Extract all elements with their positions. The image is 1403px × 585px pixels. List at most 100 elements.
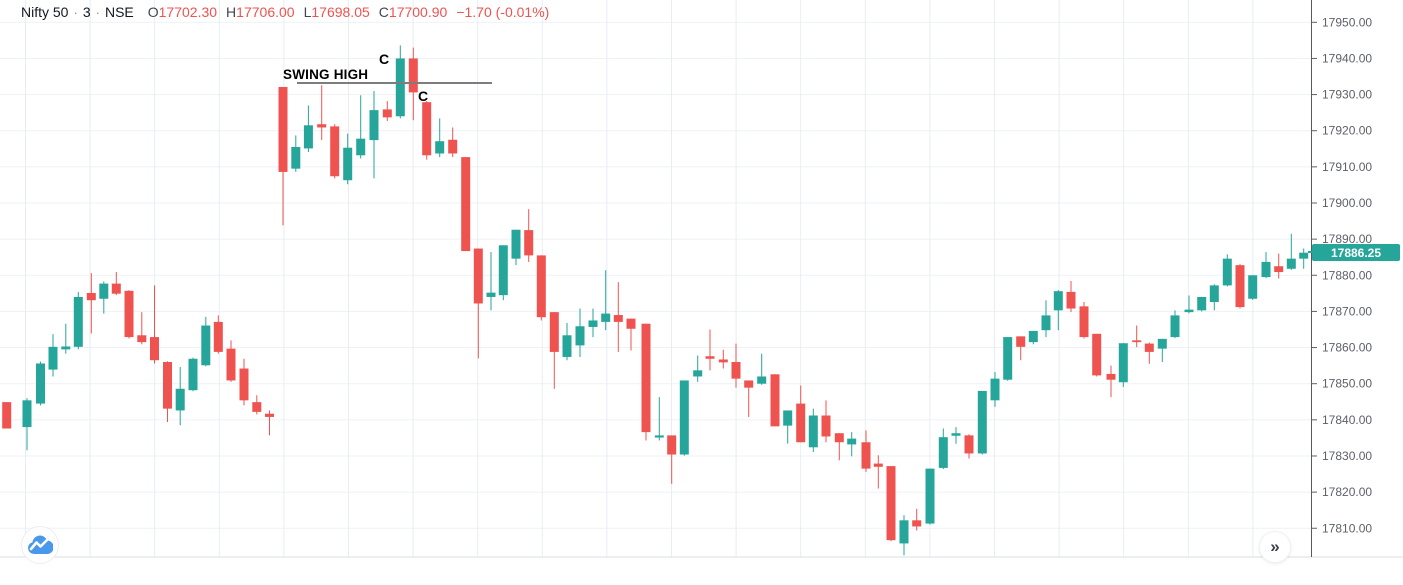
price-axis[interactable]: 17950.00 17940.00 17930.00 17920.00 17910.00… xyxy=(1311,15,1372,535)
double-chevron-right-icon: » xyxy=(1270,536,1280,556)
price-axis-label: 17830.00 xyxy=(1322,449,1372,463)
candle-down xyxy=(213,315,223,354)
candle-body xyxy=(422,102,432,156)
candle-up xyxy=(899,515,909,556)
candle-up xyxy=(977,390,987,455)
candle-down xyxy=(641,323,651,441)
price-axis-label: 17880.00 xyxy=(1322,268,1372,282)
symbol-name[interactable]: Nifty 50 xyxy=(21,4,69,20)
candle-down xyxy=(252,395,262,415)
candle-down xyxy=(461,157,471,252)
candle-body xyxy=(1092,333,1102,376)
candle-down xyxy=(278,86,288,226)
price-axis-label: 17950.00 xyxy=(1322,15,1372,29)
candle-body xyxy=(473,248,483,304)
price-axis-label: 17930.00 xyxy=(1322,88,1372,102)
swing-high-annotation[interactable]: SWING HIGH xyxy=(283,67,369,82)
candle-body xyxy=(757,376,767,384)
candle-up xyxy=(36,361,45,406)
candle-body xyxy=(575,326,585,346)
symbol-interval[interactable]: 3 xyxy=(82,4,91,20)
candle-body xyxy=(588,320,598,327)
candle-down xyxy=(330,124,340,179)
candle-body xyxy=(99,283,109,299)
candle-body xyxy=(705,356,715,359)
candle-up xyxy=(1041,300,1051,338)
candle-body xyxy=(524,230,534,256)
candle-body xyxy=(22,400,32,428)
candle-down xyxy=(317,85,327,141)
candle-body xyxy=(382,109,392,118)
candle-body xyxy=(201,325,211,366)
candle-down xyxy=(2,402,12,429)
candle-up xyxy=(1170,310,1180,339)
c-marker-1[interactable]: C xyxy=(379,51,390,67)
candle-body xyxy=(679,380,689,455)
candle-up xyxy=(1053,290,1063,331)
grid-lines xyxy=(0,0,1311,557)
candle-body xyxy=(1170,315,1180,338)
symbol-legend: Nifty 50 · 3 · NSE O17702.30 H17706.00 L… xyxy=(21,3,549,21)
tradingview-logo-button[interactable] xyxy=(21,526,59,564)
candle-body xyxy=(1286,258,1296,269)
candle-body xyxy=(278,86,288,172)
candle-up xyxy=(486,252,496,311)
candle-body xyxy=(213,321,223,352)
price-axis-label: 17860.00 xyxy=(1322,341,1372,355)
candle-down xyxy=(239,358,249,406)
candle-body xyxy=(291,146,301,169)
candle-body xyxy=(938,437,948,468)
candle-body xyxy=(1157,338,1167,349)
candle-up xyxy=(498,245,508,301)
c-marker-2[interactable]: C xyxy=(418,88,429,104)
candle-body xyxy=(252,402,262,412)
candle-down xyxy=(770,374,780,427)
candle-body xyxy=(977,390,987,454)
candle-body xyxy=(1184,309,1194,313)
candle-body xyxy=(693,370,703,377)
candle-body xyxy=(461,157,471,252)
candle-body xyxy=(150,337,159,361)
candle-up xyxy=(808,408,818,453)
candle-body xyxy=(498,245,508,296)
candle-down xyxy=(111,272,121,296)
candle-body xyxy=(925,468,935,524)
candle-body xyxy=(343,147,353,181)
price-axis-label: 17910.00 xyxy=(1322,160,1372,174)
candle-body xyxy=(731,362,741,379)
candle-up xyxy=(654,397,664,441)
candle-down xyxy=(473,248,483,359)
candle-up xyxy=(175,367,185,426)
candle-up xyxy=(679,380,689,456)
candle-body xyxy=(395,58,405,117)
candle-up xyxy=(188,357,198,392)
candle-up xyxy=(22,398,32,451)
low-value: L17698.05 xyxy=(303,4,370,20)
candle-body xyxy=(1028,330,1038,343)
scroll-to-latest-button[interactable]: » xyxy=(1259,531,1291,563)
candle-up xyxy=(1209,284,1219,311)
candle-down xyxy=(382,101,392,121)
candle-body xyxy=(486,292,496,297)
candle-up xyxy=(73,291,83,350)
candle-up xyxy=(847,432,857,457)
candle-down xyxy=(524,209,534,262)
price-axis-label: 17900.00 xyxy=(1322,196,1372,210)
ohlc-values: O17702.30 H17706.00 L17698.05 C17700.90 xyxy=(148,4,448,20)
symbol-exchange: NSE xyxy=(104,4,134,20)
candle-up xyxy=(1157,338,1167,363)
price-axis-label: 17850.00 xyxy=(1322,377,1372,391)
candle-body xyxy=(1066,291,1076,309)
candle-body xyxy=(1003,337,1013,380)
price-axis-label: 17810.00 xyxy=(1322,521,1372,535)
candle-up xyxy=(511,229,521,266)
candle-down xyxy=(1144,342,1154,364)
candle-down xyxy=(834,433,844,461)
candle-body xyxy=(317,124,327,128)
candle-up xyxy=(1261,252,1271,279)
candle-down xyxy=(86,273,96,334)
candle-up xyxy=(303,105,313,153)
candle-body xyxy=(601,313,611,322)
candle-down xyxy=(861,430,871,472)
